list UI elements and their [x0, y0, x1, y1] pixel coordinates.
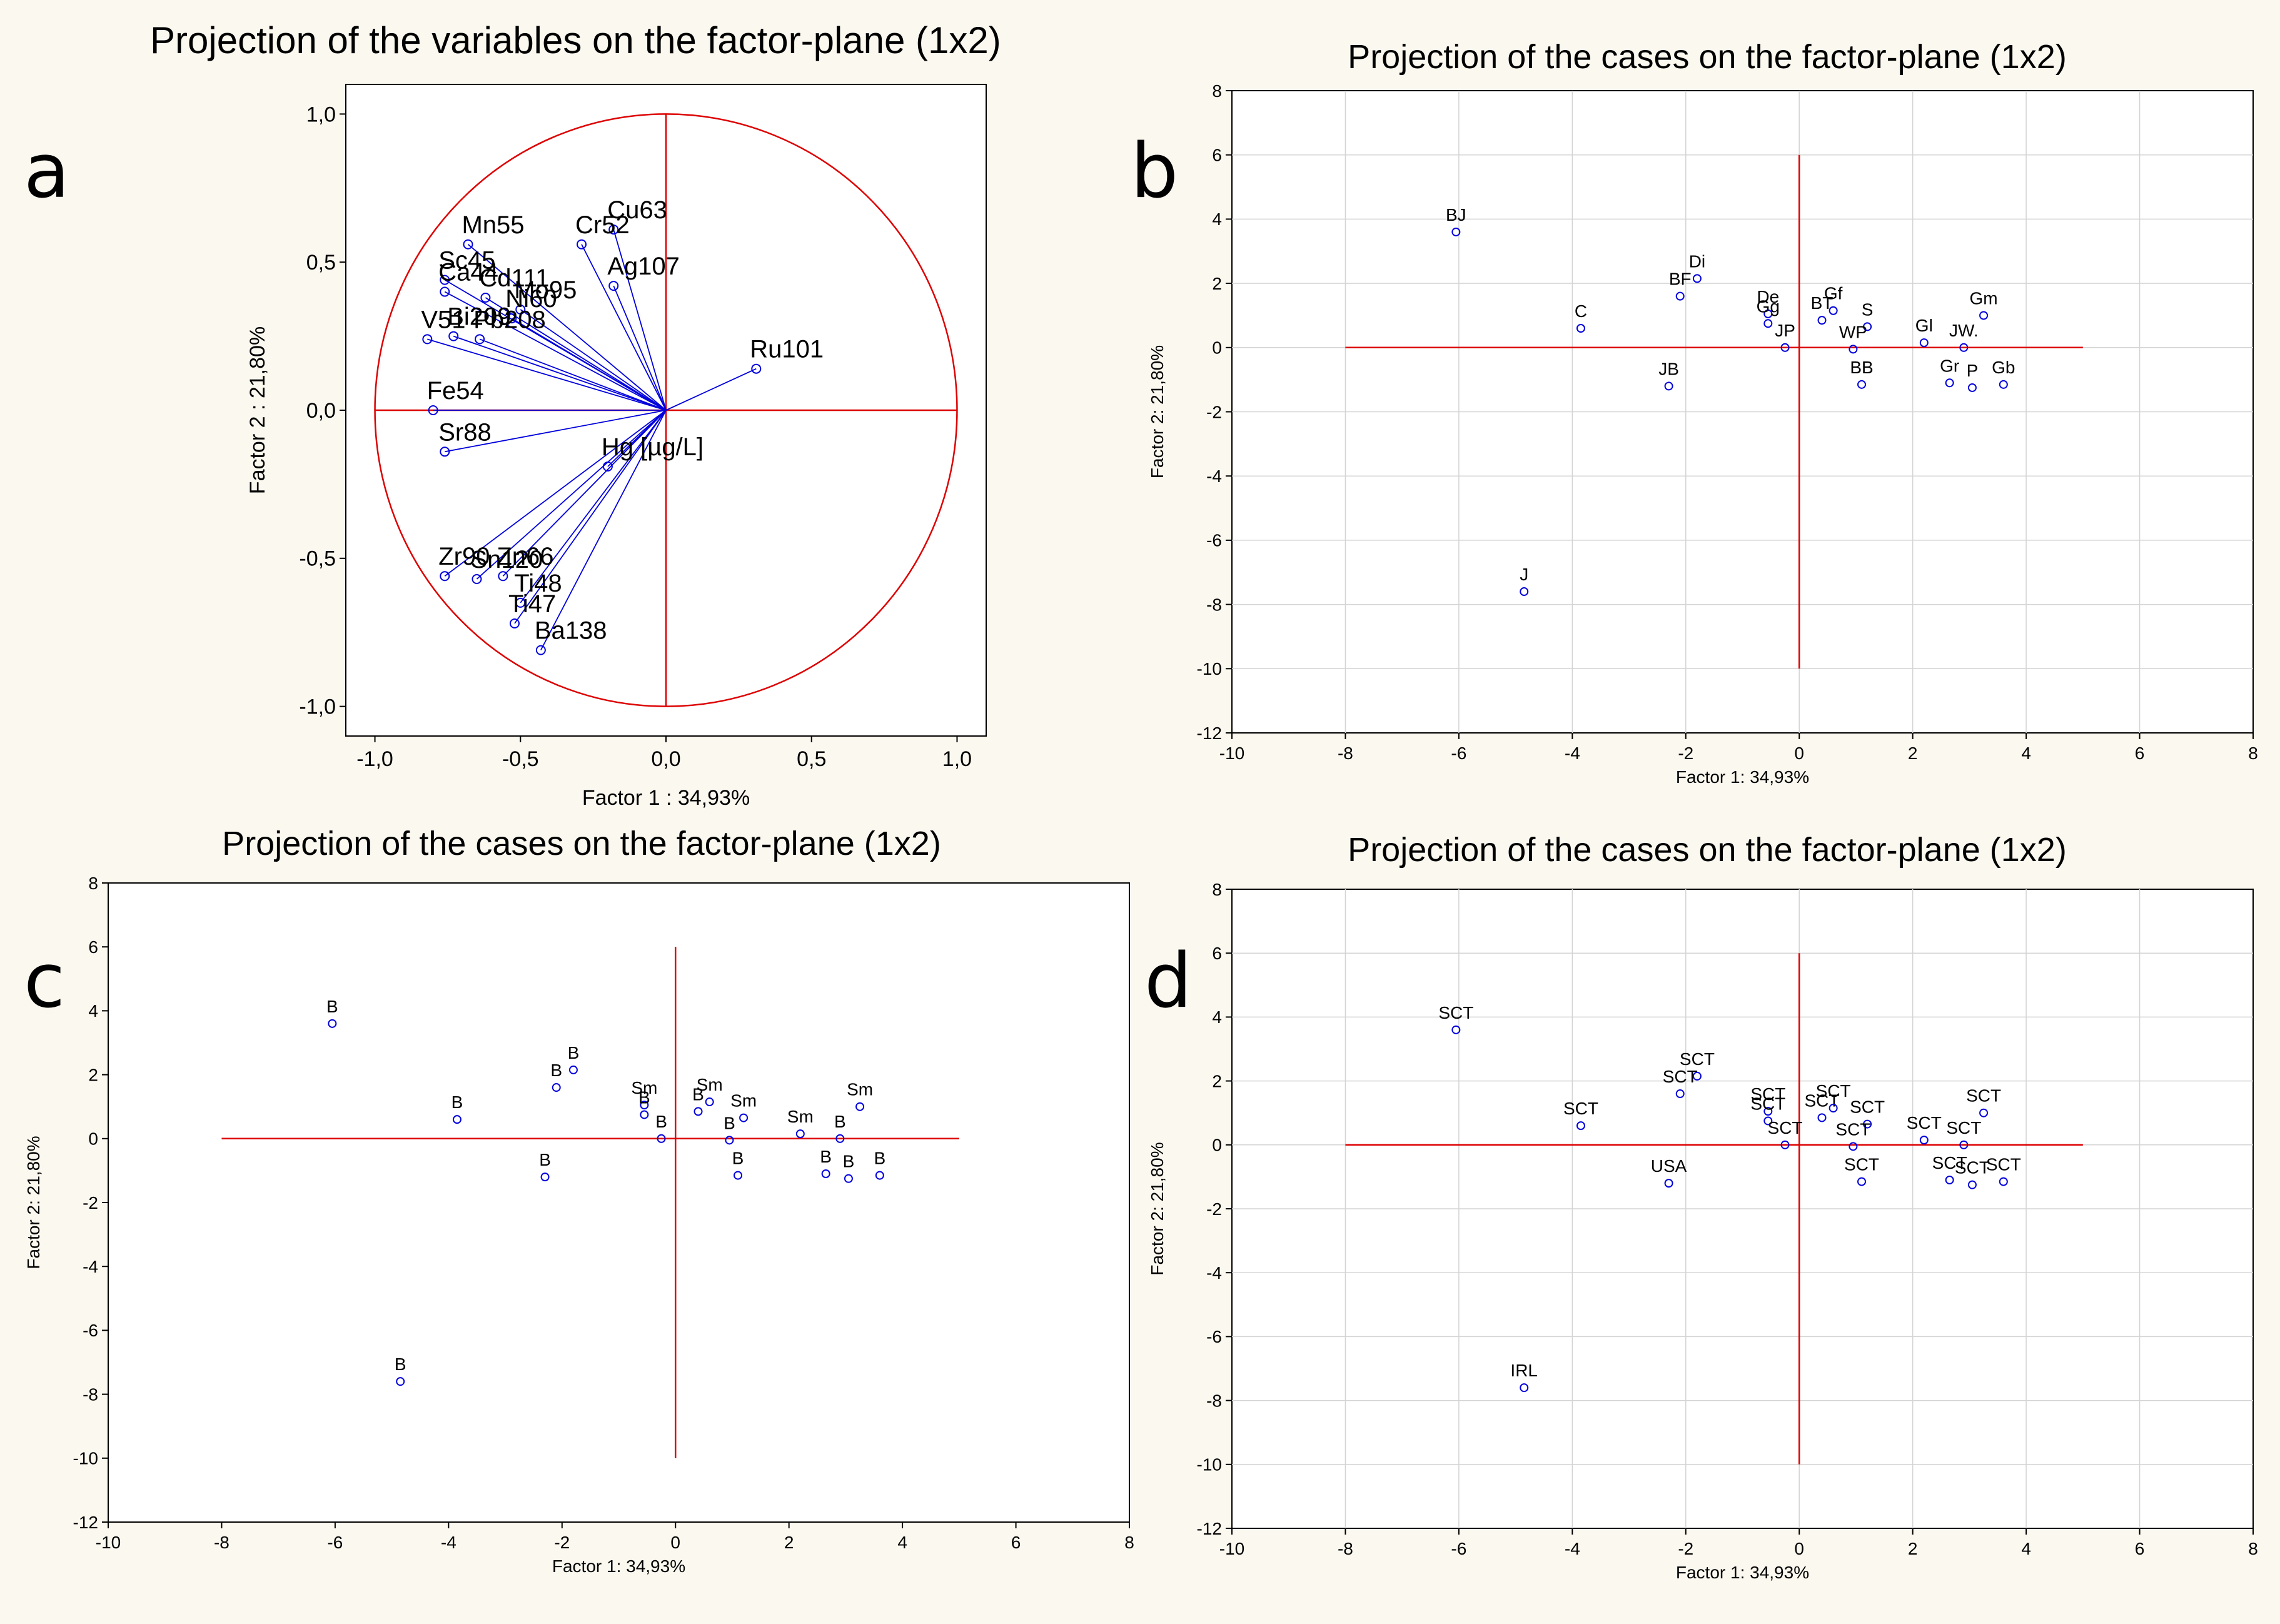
panel-label-a: a — [24, 128, 70, 215]
panel-d-background — [1141, 812, 2280, 1624]
chart-title-d: Projection of the cases on the factor-pl… — [1348, 831, 2067, 869]
chart-title-c: Projection of the cases on the factor-pl… — [222, 825, 941, 862]
panel-label-d: d — [1144, 938, 1193, 1025]
chart-title-a: Projection of the variables on the facto… — [150, 19, 1001, 61]
panel-a-background — [0, 0, 1141, 812]
panel-label-c: c — [24, 938, 65, 1025]
chart-title-b: Projection of the cases on the factor-pl… — [1348, 38, 2067, 76]
panel-b-background — [1141, 0, 2280, 812]
panel-c-background — [0, 812, 1141, 1624]
panel-label-b: b — [1131, 128, 1179, 215]
